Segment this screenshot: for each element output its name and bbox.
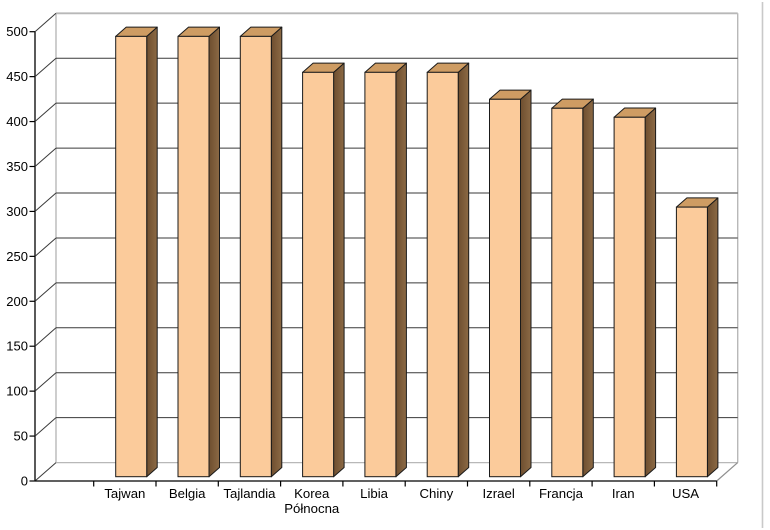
floor-right-edge [716, 462, 739, 482]
y-depth-connector-50 [34, 417, 57, 437]
bar-front-face [302, 71, 335, 478]
category-label-iran: Iran [612, 486, 635, 501]
bar-chiny [426, 62, 470, 478]
y-depth-connector-300 [34, 192, 57, 212]
category-label-korea-p-nocna-line2: Północna [284, 501, 340, 516]
y-axis-label-0: 0 [21, 474, 28, 489]
bar-front-face [489, 98, 521, 478]
bar-usa [675, 197, 719, 478]
category-label-usa: USA [672, 486, 699, 501]
bar-front-face [426, 71, 459, 478]
y-axis-label-350: 350 [6, 159, 28, 174]
bar-korea-p-nocna [302, 62, 345, 478]
y-axis-label-300: 300 [6, 204, 28, 219]
category-label-izrael: Izrael [483, 486, 515, 501]
bar-tajwan [115, 26, 158, 478]
bar-side-face [270, 26, 283, 478]
bar-side-face [395, 62, 407, 478]
bar-side-face [208, 26, 220, 478]
y-depth-connector-350 [34, 147, 57, 167]
bar-front-face [675, 206, 708, 478]
category-label-korea-p-nocna-line1: Korea [294, 486, 330, 501]
y-depth-connector-200 [34, 282, 57, 302]
bar-side-face [520, 89, 532, 478]
category-label-belgia: Belgia [169, 486, 206, 501]
bar-front-face [115, 35, 148, 478]
bar-francja [551, 98, 594, 478]
y-depth-connector-100 [34, 372, 57, 392]
y-axis-label-450: 450 [6, 69, 28, 84]
bar-belgia [177, 26, 220, 478]
bar-izrael [489, 89, 532, 478]
y-axis-label-200: 200 [6, 294, 28, 309]
y-axis-label-500: 500 [6, 24, 28, 39]
bar-libia [364, 62, 407, 478]
bar-side-face [644, 107, 657, 478]
y-axis-label-150: 150 [6, 339, 28, 354]
y-axis-label-250: 250 [6, 249, 28, 264]
bar-tajlandia [239, 26, 283, 478]
bar-front-face [551, 107, 584, 478]
bars [115, 26, 719, 478]
bar-side-face [146, 26, 158, 478]
bar-iran [613, 107, 657, 478]
category-label-chiny: Chiny [419, 486, 453, 501]
bar-front-face [239, 35, 272, 478]
y-depth-connector-400 [34, 102, 57, 122]
category-label-tajlandia: Tajlandia [223, 486, 276, 501]
bar-side-face [582, 98, 594, 478]
bar-side-face [457, 62, 470, 478]
y-depth-connector-250 [34, 237, 57, 257]
category-label-francja: Francja [539, 486, 584, 501]
bar-side-face [333, 62, 345, 478]
bar-front-face [364, 71, 397, 478]
y-depth-connector-500 [34, 12, 57, 33]
y-depth-connector-450 [34, 57, 57, 78]
y-axis-label-400: 400 [6, 114, 28, 129]
category-label-tajwan: Tajwan [104, 486, 145, 501]
y-axis: 0 50 100 150 200 250 300 350 400 450 500 [6, 12, 57, 489]
y-depth-connector-0 [34, 462, 57, 482]
bar-front-face [177, 35, 210, 478]
category-label-libia: Libia [360, 486, 389, 501]
bar-side-face [706, 197, 719, 478]
y-depth-connector-150 [34, 327, 57, 347]
x-axis [35, 480, 718, 487]
y-axis-label-100: 100 [6, 384, 28, 399]
y-axis-label-50: 50 [14, 429, 28, 444]
bar-front-face [613, 116, 646, 478]
